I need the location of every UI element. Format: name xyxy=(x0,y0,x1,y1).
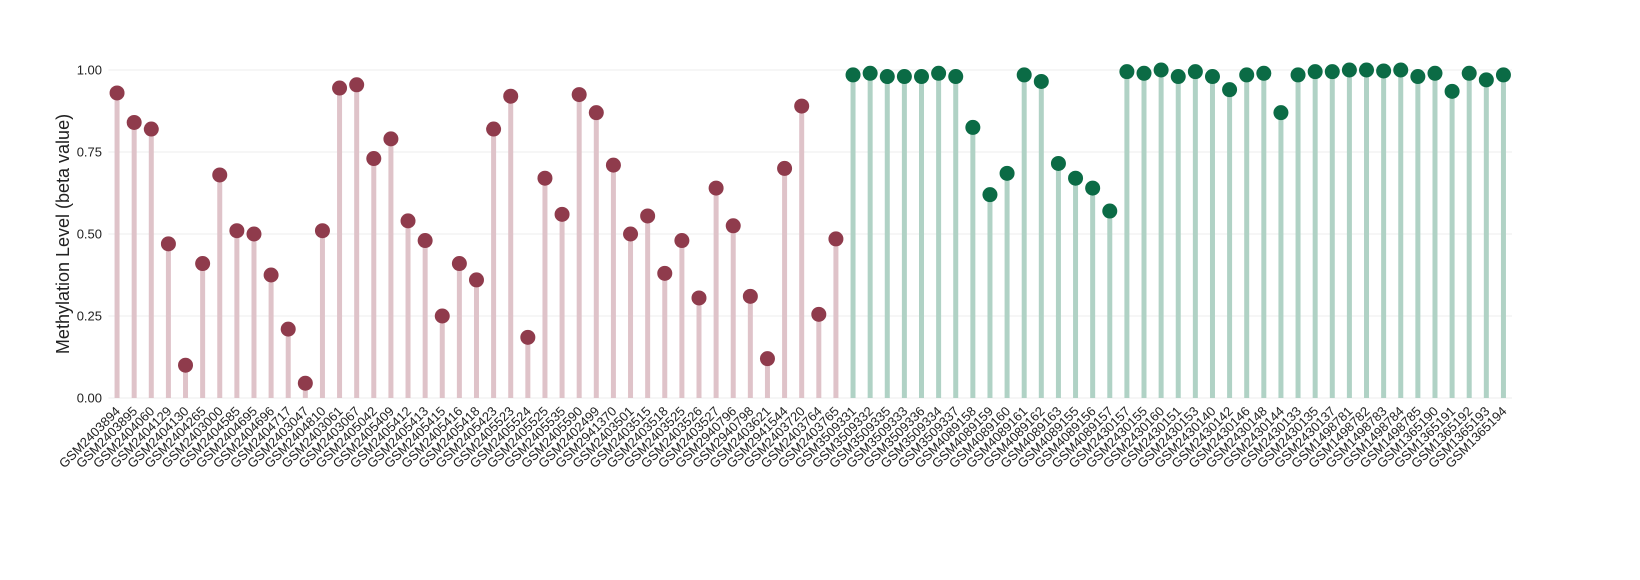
dot xyxy=(1136,65,1152,81)
dot xyxy=(999,165,1015,181)
dot xyxy=(1016,67,1032,83)
dot xyxy=(982,187,998,203)
dot xyxy=(1256,65,1272,81)
dot xyxy=(657,265,673,281)
dot xyxy=(468,272,484,288)
dot xyxy=(1290,67,1306,83)
dot xyxy=(1153,62,1169,78)
dot xyxy=(759,351,775,367)
dot xyxy=(1239,67,1255,83)
dot xyxy=(948,69,964,85)
dot xyxy=(1461,65,1477,81)
dot xyxy=(109,85,125,101)
dot xyxy=(605,157,621,173)
dot xyxy=(212,167,228,183)
dot xyxy=(229,223,245,239)
y-axis-label: Methylation Level (beta value) xyxy=(53,114,73,354)
dot xyxy=(1495,67,1511,83)
dot xyxy=(691,290,707,306)
dot xyxy=(297,375,313,391)
dot xyxy=(845,67,861,83)
dot xyxy=(417,233,433,249)
dot xyxy=(1273,105,1289,121)
dot xyxy=(1410,69,1426,85)
dot xyxy=(571,87,587,103)
dot xyxy=(195,256,211,272)
dot xyxy=(178,357,194,373)
dot xyxy=(794,98,810,114)
dot xyxy=(160,236,176,252)
dot xyxy=(1187,64,1203,80)
dot xyxy=(1478,72,1494,88)
dot xyxy=(914,69,930,85)
dot xyxy=(434,308,450,324)
dot xyxy=(674,233,690,249)
dot xyxy=(725,218,741,234)
y-tick-label: 1.00 xyxy=(77,63,102,78)
dot xyxy=(486,121,502,137)
dot xyxy=(1068,170,1084,186)
dot xyxy=(1307,64,1323,80)
dot xyxy=(1222,82,1238,98)
dot xyxy=(1341,62,1357,78)
y-tick-label: 0.25 xyxy=(77,309,102,324)
dot xyxy=(708,180,724,196)
dot xyxy=(280,321,296,337)
dot xyxy=(1119,64,1135,80)
dot xyxy=(1050,155,1066,171)
dot xyxy=(811,306,827,322)
dot xyxy=(314,223,330,239)
dot xyxy=(366,151,382,167)
dot xyxy=(879,69,895,85)
dot xyxy=(143,121,159,137)
dot xyxy=(1033,73,1049,89)
y-tick-label: 0.50 xyxy=(77,227,102,242)
dot xyxy=(1085,180,1101,196)
y-tick-label: 0.75 xyxy=(77,145,102,160)
dot xyxy=(862,65,878,81)
dot xyxy=(1102,203,1118,219)
dot xyxy=(537,170,553,186)
dot xyxy=(640,208,656,224)
dot xyxy=(896,69,912,85)
dot xyxy=(1376,63,1392,79)
dot xyxy=(1204,69,1220,85)
dot xyxy=(246,226,262,242)
dot xyxy=(520,329,536,345)
dot xyxy=(400,213,416,229)
dot xyxy=(332,80,348,96)
y-tick-label: 0.00 xyxy=(77,391,102,406)
dot xyxy=(588,105,604,121)
dot xyxy=(126,114,142,130)
dot xyxy=(451,256,467,272)
dot xyxy=(931,65,947,81)
dot xyxy=(1359,62,1375,78)
dot xyxy=(828,231,844,247)
dot xyxy=(503,88,519,104)
dot xyxy=(383,131,399,147)
dot xyxy=(349,77,365,93)
dot xyxy=(1427,65,1443,81)
dot xyxy=(777,160,793,176)
dot xyxy=(742,288,758,304)
dot xyxy=(623,226,639,242)
dot xyxy=(1444,83,1460,99)
dot xyxy=(965,119,981,135)
dot xyxy=(1393,62,1409,78)
dot xyxy=(1324,64,1340,80)
dot xyxy=(263,267,279,283)
dot xyxy=(554,206,570,222)
dot xyxy=(1170,69,1186,85)
